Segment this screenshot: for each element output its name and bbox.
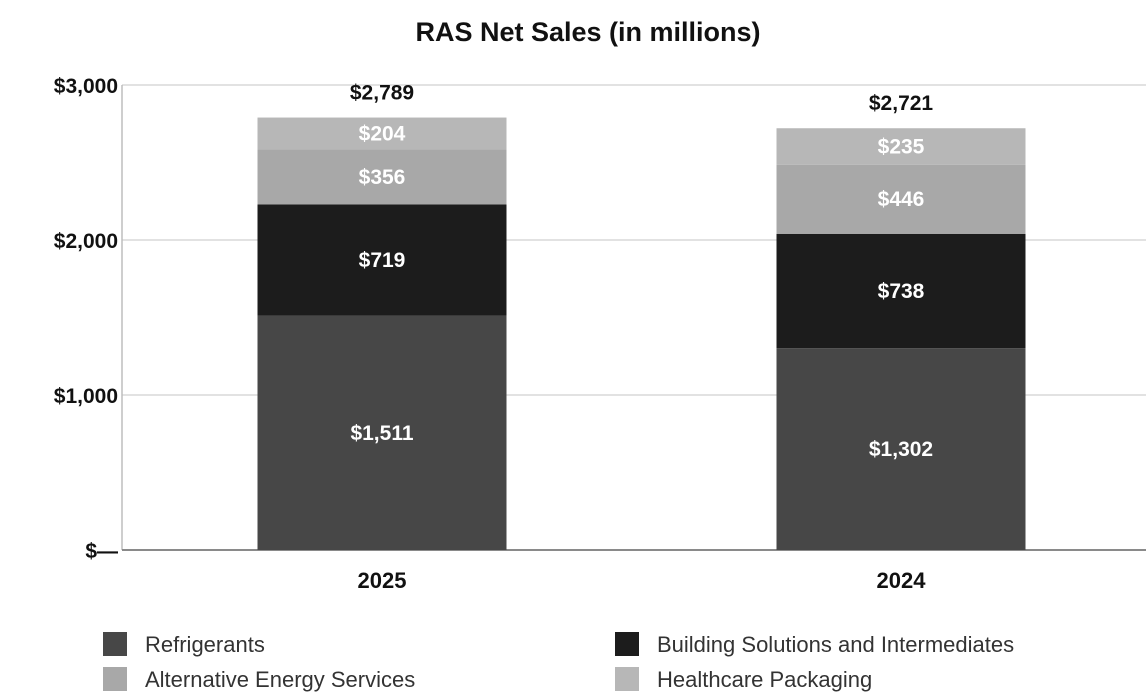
segment-value-label: $446 bbox=[878, 188, 925, 211]
legend-label: Refrigerants bbox=[145, 632, 265, 657]
bar-segment bbox=[257, 204, 507, 316]
legend-item: Healthcare Packaging bbox=[615, 667, 872, 692]
legend: Refrigerants Building Solutions and Inter… bbox=[103, 632, 1014, 692]
segment-value-label: $1,511 bbox=[350, 422, 413, 445]
chart-title: RAS Net Sales (in millions) bbox=[415, 17, 760, 47]
segment-value-label: $204 bbox=[359, 122, 406, 145]
bars bbox=[257, 117, 1026, 550]
legend-item: Refrigerants bbox=[103, 632, 265, 657]
x-tick-label: 2024 bbox=[877, 568, 927, 593]
legend-swatch bbox=[615, 667, 639, 691]
bar-segment bbox=[257, 117, 507, 150]
segment-value-label: $738 bbox=[878, 280, 925, 303]
y-tick-label: $2,000 bbox=[54, 230, 118, 253]
axes: $— $1,000 $2,000 $3,000 2025 2024 bbox=[54, 75, 1146, 593]
data-labels: $1,511 $719 $356 $204 $2,789 $1,302 $738 $446 $2… bbox=[350, 82, 934, 462]
legend-label: Healthcare Packaging bbox=[657, 667, 872, 692]
segment-value-label: $356 bbox=[359, 166, 406, 189]
y-tick-label: $1,000 bbox=[54, 385, 118, 408]
legend-item: Building Solutions and Intermediates bbox=[615, 632, 1014, 657]
x-tick-label: 2025 bbox=[358, 568, 407, 593]
bar-segment bbox=[257, 149, 507, 205]
legend-item: Alternative Energy Services bbox=[103, 667, 415, 692]
bar-segment bbox=[257, 315, 507, 550]
legend-swatch bbox=[103, 632, 127, 656]
bar-segment bbox=[776, 128, 1026, 165]
bar-segment bbox=[776, 233, 1026, 349]
total-value-label: $2,789 bbox=[350, 82, 414, 105]
bar-segment bbox=[776, 164, 1026, 234]
total-value-label: $2,721 bbox=[869, 92, 934, 115]
segment-value-label: $1,302 bbox=[869, 438, 933, 461]
legend-label: Alternative Energy Services bbox=[145, 667, 415, 692]
y-tick-label: $— bbox=[85, 540, 118, 563]
segment-value-label: $719 bbox=[359, 249, 406, 272]
legend-swatch bbox=[615, 632, 639, 656]
bar-segment bbox=[776, 348, 1026, 550]
segment-value-label: $235 bbox=[878, 135, 925, 158]
y-tick-label: $3,000 bbox=[54, 75, 118, 98]
legend-swatch bbox=[103, 667, 127, 691]
legend-label: Building Solutions and Intermediates bbox=[657, 632, 1014, 657]
